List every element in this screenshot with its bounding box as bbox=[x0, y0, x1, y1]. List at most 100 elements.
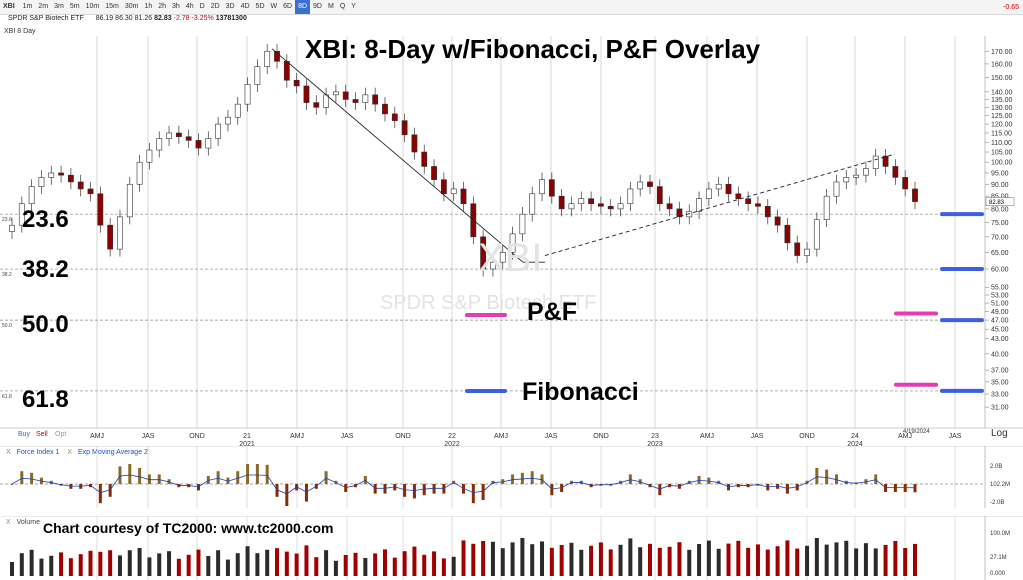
candle-body bbox=[764, 205, 771, 218]
last-price-box bbox=[985, 197, 1015, 206]
y-tick-label: 170.00 bbox=[991, 49, 1013, 56]
timeframe-1m[interactable]: 1m bbox=[22, 3, 33, 10]
force-bar bbox=[550, 484, 554, 496]
timeframe-4d[interactable]: 4D bbox=[240, 3, 250, 10]
timeframe-d[interactable]: D bbox=[199, 3, 205, 10]
timeframe-3d[interactable]: 3D bbox=[225, 3, 235, 10]
change-corner: -0.65 bbox=[1003, 4, 1019, 11]
chart-courtesy: Chart courtesy of TC2000: www.tc2000.com bbox=[43, 520, 334, 536]
timeframe-4h[interactable]: 4h bbox=[185, 3, 194, 10]
volume-bar bbox=[824, 544, 829, 576]
volume-bar bbox=[157, 553, 162, 576]
volume-bar bbox=[785, 540, 790, 576]
y-tick-label: 85.00 bbox=[991, 194, 1009, 201]
volume-bar bbox=[697, 544, 702, 576]
timeframe-2h[interactable]: 2h bbox=[158, 3, 167, 10]
volume-bar bbox=[490, 541, 495, 576]
volume-bar bbox=[235, 553, 240, 576]
candle-body bbox=[225, 116, 231, 125]
timeframe-3m[interactable]: 3m bbox=[54, 3, 64, 10]
candle-body bbox=[529, 193, 536, 215]
log-toggle[interactable]: Log bbox=[991, 428, 1008, 439]
x-tick-label: OND bbox=[395, 433, 411, 440]
candle-body bbox=[548, 179, 555, 197]
timeframe-6d[interactable]: 6D bbox=[283, 3, 293, 10]
y-tick-label: 105.00 bbox=[991, 150, 1013, 157]
volume-bar bbox=[706, 540, 711, 576]
timeframe-y[interactable]: Y bbox=[351, 3, 356, 10]
candle-body bbox=[126, 183, 133, 218]
force-bar bbox=[815, 468, 819, 484]
force-bar bbox=[442, 484, 446, 494]
sell-button[interactable]: Sell bbox=[36, 431, 48, 438]
buy-button[interactable]: Buy bbox=[18, 431, 31, 438]
force-bar bbox=[324, 471, 328, 484]
pf-target-bar bbox=[894, 382, 938, 387]
volume-bar bbox=[382, 549, 387, 576]
y-tick-label: 95.00 bbox=[991, 170, 1009, 177]
volume-bar bbox=[873, 548, 878, 576]
volume-bar bbox=[854, 548, 859, 576]
volume-bar bbox=[363, 558, 368, 576]
timeframe-list: 1m 2m 3m 5m 10m 15m 30m 1h 2h 3h 4h D 2D 3D 4D 5D W 6D 8D 9… bbox=[20, 0, 359, 14]
ema-name[interactable]: Exp Moving Average 2 bbox=[78, 449, 148, 456]
watermark-ticker: XBI bbox=[478, 236, 543, 280]
volume-bar bbox=[117, 555, 122, 576]
volume-bar bbox=[618, 544, 623, 576]
x-year-label: 2022 bbox=[444, 441, 460, 446]
timeframe-9d[interactable]: 9D bbox=[313, 3, 322, 10]
timeframe-1h[interactable]: 1h bbox=[144, 3, 153, 10]
timeframe-2m[interactable]: 2m bbox=[38, 3, 49, 10]
timeframe-w[interactable]: W bbox=[270, 3, 278, 10]
price-chart[interactable]: 31.00 33.00 35.00 37.00 40.00 43.00 45.00 47.00… bbox=[0, 36, 1023, 446]
opt-button[interactable]: Opt bbox=[55, 431, 67, 438]
x-tick-label: 22 bbox=[448, 433, 456, 440]
candle-body bbox=[254, 66, 261, 85]
y-tick-label: 43.00 bbox=[991, 336, 1009, 343]
volume-name[interactable]: Volume bbox=[16, 519, 40, 526]
x-tick-label: JAS bbox=[142, 433, 155, 440]
ticker-symbol[interactable]: XBI bbox=[3, 3, 15, 10]
timeframe-5m[interactable]: 5m bbox=[69, 3, 80, 10]
candle-body bbox=[205, 138, 212, 149]
pf-target-bar bbox=[894, 311, 938, 316]
force-bar bbox=[403, 484, 407, 497]
date-marker: 4/19/2024 bbox=[903, 429, 930, 435]
timeframe-5d[interactable]: 5D bbox=[255, 3, 265, 10]
candle-body bbox=[195, 140, 202, 149]
fib-small-label: 23.6 bbox=[2, 217, 12, 223]
candle-body bbox=[490, 261, 496, 270]
candle-body bbox=[342, 91, 349, 100]
force-index-name[interactable]: Force Index 1 bbox=[16, 449, 60, 456]
volume-panel[interactable]: 100.0M 27.1M 0.000 bbox=[0, 516, 1023, 580]
volume-bar bbox=[608, 549, 613, 576]
volume-bar bbox=[432, 551, 437, 576]
timeframe-10m[interactable]: 10m bbox=[85, 3, 100, 10]
timeframe-3h[interactable]: 3h bbox=[172, 3, 180, 10]
volume-bar bbox=[176, 558, 181, 576]
timeframe-q[interactable]: Q bbox=[339, 3, 346, 10]
candle-body bbox=[18, 203, 25, 226]
timeframe-30m[interactable]: 30m bbox=[124, 3, 139, 10]
y-tick-label: 47.00 bbox=[991, 318, 1009, 325]
timeframe-8d[interactable]: 8D bbox=[295, 0, 311, 14]
candle-body bbox=[784, 224, 791, 244]
force-bar bbox=[118, 466, 122, 484]
timeframe-m[interactable]: M bbox=[327, 3, 334, 10]
y-tick-label: 35.00 bbox=[991, 379, 1009, 386]
volume-bar bbox=[196, 549, 201, 576]
force-index-panel[interactable]: 2.0B 102.2M -2.0B bbox=[0, 446, 1023, 508]
candle-body bbox=[696, 198, 702, 212]
timeframe-15m[interactable]: 15m bbox=[105, 3, 119, 10]
volume-bar bbox=[638, 547, 643, 576]
volume-bar bbox=[147, 557, 152, 576]
timeframe-2d[interactable]: 2D bbox=[210, 3, 220, 10]
candle-body bbox=[578, 198, 585, 205]
x-tick-label: OND bbox=[593, 433, 609, 440]
candle-body bbox=[87, 188, 94, 195]
pf-legend-label: P&F bbox=[527, 298, 577, 326]
force-bar bbox=[825, 469, 829, 484]
fib-small-label: 61.8 bbox=[2, 394, 12, 400]
force-bar bbox=[520, 472, 524, 484]
volume-bar bbox=[647, 543, 652, 576]
